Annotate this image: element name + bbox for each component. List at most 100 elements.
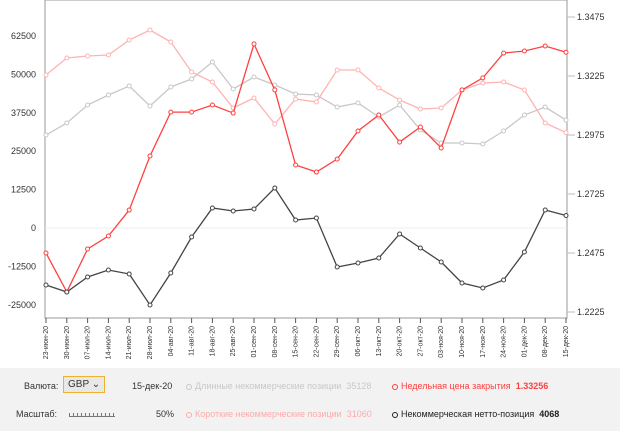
data-point [230,208,236,214]
x-tick-label: 13-окт-20 [376,326,383,357]
x-tick-label: 04-авг-20 [168,326,175,357]
data-point [563,49,569,55]
data-point [126,271,132,277]
data-point [313,92,319,98]
data-point [542,43,548,49]
data-point [459,87,465,93]
data-point [168,84,174,90]
left-tick-label: -25000 [8,300,36,310]
data-point [355,128,361,134]
data-point [147,103,153,109]
right-tick-label: 1.2725 [577,189,605,199]
data-point [563,130,569,136]
data-point [417,245,423,251]
legend-net[interactable]: Некоммерческая нетто-позиция 4068 [392,409,559,419]
legend-short-value: 31060 [346,409,372,419]
data-point [397,139,403,145]
data-point [417,106,423,112]
currency-select[interactable]: GBP ⌄ [63,376,106,393]
series-line-2 [45,42,567,294]
scale-value: 50% [156,409,175,419]
x-tick-label: 08-дек-20 [542,326,549,357]
data-point [43,132,49,138]
data-point [293,217,299,223]
data-point [397,102,403,108]
data-point [272,121,278,127]
data-point [147,302,153,308]
data-point [126,207,132,213]
data-point [501,50,507,56]
scale-slider[interactable] [69,410,115,417]
data-point [43,72,49,78]
data-point [313,169,319,175]
data-point [334,156,340,162]
data-point [293,162,299,168]
data-point [521,87,527,93]
data-point [230,86,236,92]
left-tick-label: 50000 [11,69,36,79]
left-tick-label: 0 [31,223,36,233]
data-point [313,215,319,221]
x-tick-label: 14-июл-20 [105,326,112,359]
x-tick-label: 06-окт-20 [355,326,362,357]
data-point [397,231,403,237]
left-tick-label: 12500 [11,185,36,195]
data-point [438,145,444,151]
x-tick-label: 17-ноя-20 [480,326,487,358]
legend-long-label: Длинные некоммерческие позиции [195,381,342,391]
series-line-3 [45,186,567,307]
x-tick-label: 11-авг-20 [189,326,196,356]
data-point [397,97,403,103]
right-tick-label: 1.2225 [577,307,605,317]
legend-price-label: Недельная цена закрытия [401,381,511,391]
series-line-0 [45,61,567,145]
data-point [126,37,132,43]
data-point [168,109,174,115]
data-point [230,110,236,116]
x-tick-label: 18-авг-20 [209,326,216,357]
x-tick-label: 03-ноя-20 [438,326,445,358]
data-point [480,141,486,147]
legend-short[interactable]: Короткие некоммерческие позиции 31060 [186,409,372,419]
data-point [189,234,195,240]
cot-chart: 62500 50000 37500 25000 12500 0 -12500 -25000 1.… [8,0,605,359]
data-point [43,282,49,288]
selected-date: 15-дек-20 [132,381,173,391]
data-point [168,270,174,276]
data-point [189,69,195,75]
data-point [438,105,444,111]
legend-short-label: Короткие некоммерческие позиции [195,409,342,419]
x-tick-label: 01-дек-20 [521,326,528,357]
data-point [438,259,444,265]
data-point [501,79,507,85]
currency-label: Валюта: [24,381,59,391]
data-point [272,87,278,93]
plot-frame [44,0,568,319]
x-tick-label: 28-июл-20 [147,326,154,359]
x-tick-label: 10-ноя-20 [459,326,466,358]
data-point [209,79,215,85]
x-tick-label: 15-дек-20 [563,326,570,357]
data-point [480,80,486,86]
data-point [105,267,111,273]
data-point [85,246,91,252]
data-point [85,274,91,280]
x-tick-label: 07-июл-20 [85,326,92,359]
x-tick-label: 21-июл-20 [126,326,133,359]
series-line-1 [45,29,567,134]
data-point [293,91,299,97]
data-point [334,264,340,270]
data-point [334,67,340,73]
circle-icon [186,411,192,418]
legend-net-label: Некоммерческая нетто-позиция [401,409,535,419]
data-point [542,104,548,110]
x-tick-label: 01-сен-20 [251,326,258,358]
legend-net-value: 4068 [539,409,560,419]
legend-price[interactable]: Недельная цена закрытия 1.33256 [392,381,548,391]
data-point [64,55,70,61]
data-point [251,41,257,47]
circle-icon [392,411,398,418]
legend-long[interactable]: Длинные некоммерческие позиции 35128 [186,381,371,391]
data-point [147,153,153,159]
data-point [355,100,361,106]
